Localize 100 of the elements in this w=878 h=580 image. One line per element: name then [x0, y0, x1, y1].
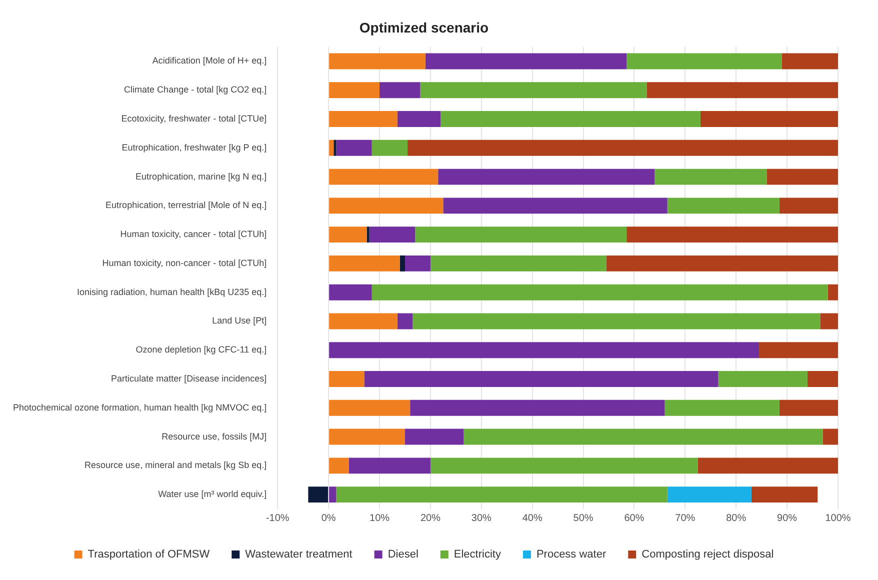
- y-tick-label: Ecotoxicity, freshwater - total [CTUe]: [121, 114, 267, 124]
- bar: [404, 255, 430, 272]
- bar: [408, 140, 838, 156]
- bar: [415, 226, 627, 243]
- bar: [782, 53, 838, 70]
- legend-label: Electricity: [454, 548, 502, 561]
- bar: [759, 342, 838, 358]
- bar: [766, 168, 838, 185]
- bar: [807, 371, 838, 387]
- bar: [336, 140, 372, 156]
- bar: [380, 82, 420, 98]
- bar: [664, 400, 780, 416]
- x-tick-label: 70%: [675, 512, 696, 524]
- bar: [397, 313, 413, 330]
- bar: [334, 140, 336, 156]
- y-tick-label: Eutrophication, freshwater [kg P eq.]: [122, 142, 267, 152]
- bar: [626, 53, 782, 70]
- y-tick-label: Land Use [Pt]: [212, 316, 267, 326]
- bar: [438, 168, 655, 185]
- bar: [308, 486, 328, 503]
- bar: [654, 168, 767, 185]
- bar: [329, 198, 444, 214]
- bar: [443, 198, 668, 214]
- bar: [420, 82, 647, 98]
- bar: [425, 53, 627, 70]
- bar: [329, 400, 410, 416]
- bar: [329, 371, 364, 387]
- bar: [751, 486, 818, 503]
- bar: [329, 313, 398, 330]
- bar: [329, 255, 400, 272]
- bar: [698, 458, 838, 474]
- y-tick-label: Water use [m³ world equiv.]: [158, 489, 267, 500]
- x-tick-label: 60%: [624, 512, 644, 524]
- bar: [822, 428, 838, 445]
- bar: [779, 400, 838, 416]
- x-tick-label: 30%: [471, 512, 492, 524]
- bar: [329, 226, 367, 243]
- bar: [329, 342, 760, 358]
- bar: [412, 313, 820, 330]
- y-tick-label: Climate Change - total [kg CO2 eq.]: [124, 84, 267, 95]
- bar: [430, 458, 698, 474]
- y-tick-label: Human toxicity, non-cancer - total [CTUh]: [102, 258, 267, 268]
- bar: [400, 255, 405, 272]
- bar: [372, 284, 828, 300]
- bar: [329, 458, 349, 474]
- bar: [626, 226, 838, 243]
- x-tick-label: 50%: [573, 512, 594, 524]
- legend-label: Trasportation of OFMSW: [88, 548, 210, 561]
- x-tick-label: 10%: [370, 512, 390, 524]
- bar: [348, 458, 430, 474]
- bar: [646, 82, 838, 98]
- x-tick-label: 100%: [825, 512, 851, 524]
- chart-title: Optimized scenario: [359, 19, 489, 36]
- legend-label: Wastewater treatment: [245, 548, 352, 561]
- bar: [718, 371, 808, 387]
- y-tick-label: Resource use, mineral and metals [kg Sb eq.]: [84, 460, 267, 470]
- x-tick-label: -10%: [266, 512, 290, 524]
- y-tick-label: Ionising radiation, human health [kBq U235 eq.]: [77, 286, 267, 297]
- bar: [364, 371, 718, 387]
- bar: [820, 313, 838, 330]
- y-tick-label: Ozone depletion [kg CFC-11 eq.]: [136, 344, 267, 355]
- x-tick-label: 80%: [726, 512, 746, 524]
- x-tick-label: 0%: [321, 512, 336, 524]
- bar: [667, 486, 752, 503]
- legend-label: Composting reject disposal: [642, 548, 774, 561]
- y-tick-label: Acidification [Mole of H+ eq.]: [152, 56, 267, 66]
- bar: [329, 486, 336, 503]
- bar: [667, 198, 780, 214]
- bar: [397, 111, 441, 127]
- bar: [336, 486, 668, 503]
- legend-label: Process water: [536, 548, 606, 561]
- bar: [366, 226, 370, 243]
- legend-label: Diesel: [388, 548, 418, 561]
- bar: [329, 53, 426, 70]
- bar: [828, 284, 838, 300]
- bar: [329, 284, 372, 300]
- bar: [329, 428, 405, 445]
- bar: [329, 168, 438, 185]
- bar: [329, 82, 380, 98]
- bar: [369, 226, 416, 243]
- x-tick-label: 90%: [777, 512, 798, 524]
- bar: [410, 400, 665, 416]
- x-tick-label: 40%: [522, 512, 542, 524]
- y-tick-label: Human toxicity, cancer - total [CTUh]: [120, 229, 267, 240]
- bar: [440, 111, 700, 127]
- y-tick-label: Photochemical ozone formation, human health [kg NMVOC eq.]: [12, 402, 267, 412]
- x-tick-label: 20%: [420, 512, 441, 524]
- bar: [430, 255, 606, 272]
- bar: [329, 111, 398, 127]
- y-tick-label: Eutrophication, marine [kg N eq.]: [136, 171, 267, 182]
- y-tick-label: Particulate matter [Disease incidences]: [111, 373, 267, 384]
- bar: [404, 428, 464, 445]
- bar: [329, 140, 334, 156]
- y-tick-label: Eutrophication, terrestrial [Mole of N eq.]: [106, 200, 267, 210]
- y-tick-label: Resource use, fossils [MJ]: [162, 431, 267, 442]
- bar: [372, 140, 408, 156]
- bar: [606, 255, 838, 272]
- bar: [700, 111, 838, 127]
- bar: [779, 198, 838, 214]
- bar: [464, 428, 823, 445]
